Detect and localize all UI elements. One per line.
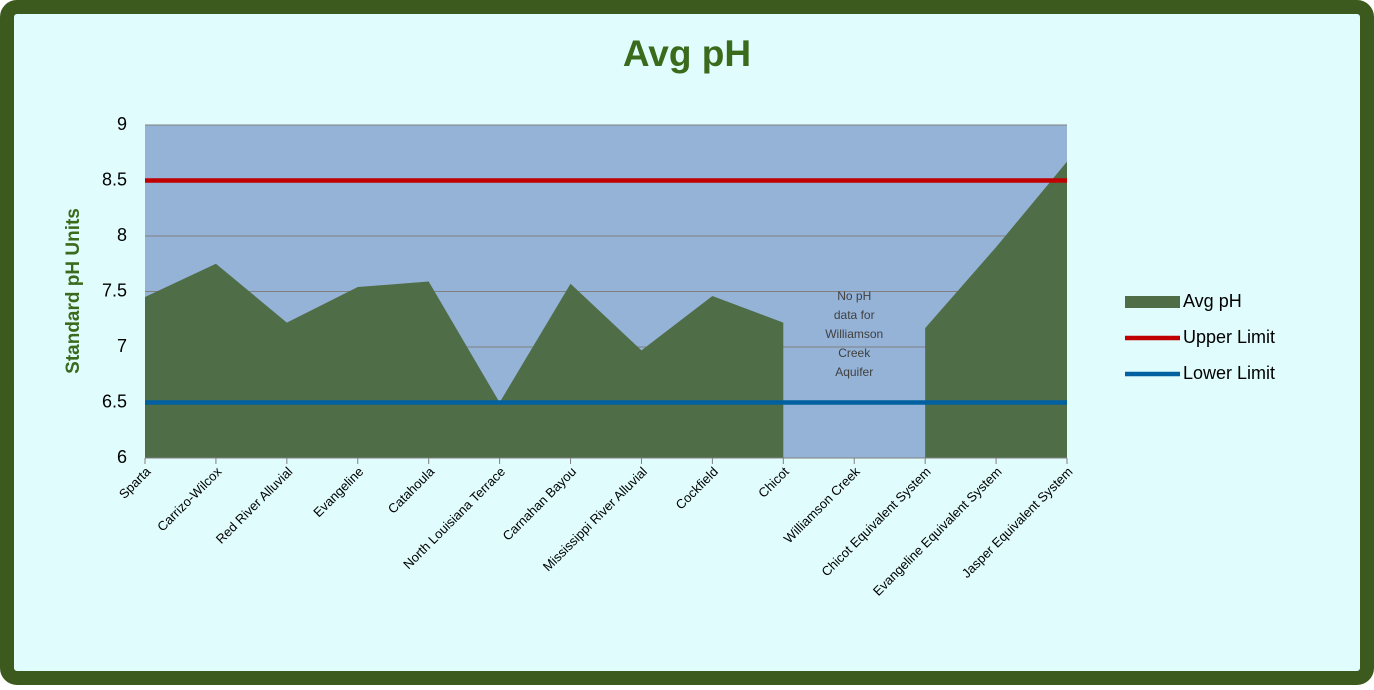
annotation: No pH	[837, 289, 871, 303]
area	[145, 161, 1067, 458]
y-tick-label: 7	[117, 336, 127, 356]
y-tick-label: 7.5	[102, 280, 127, 300]
legend-label: Avg pH	[1183, 291, 1242, 311]
annotation: Aquifer	[835, 365, 873, 379]
annotation: data for	[834, 308, 875, 322]
y-tick-label: 8	[117, 225, 127, 245]
y-tick-label: 8.5	[102, 169, 127, 189]
annotation: Creek	[838, 346, 871, 360]
y-tick-label: 6.5	[102, 391, 127, 411]
legend-label: Lower Limit	[1183, 363, 1275, 383]
y-tick-label: 9	[117, 114, 127, 134]
legend-label: Upper Limit	[1183, 327, 1275, 347]
y-axis-label: Standard pH Units	[63, 208, 84, 374]
legend-swatch	[1125, 296, 1180, 308]
y-tick-label: 6	[117, 447, 127, 467]
chart-title: Avg pH	[623, 33, 751, 74]
annotation: Williamson	[825, 327, 883, 341]
